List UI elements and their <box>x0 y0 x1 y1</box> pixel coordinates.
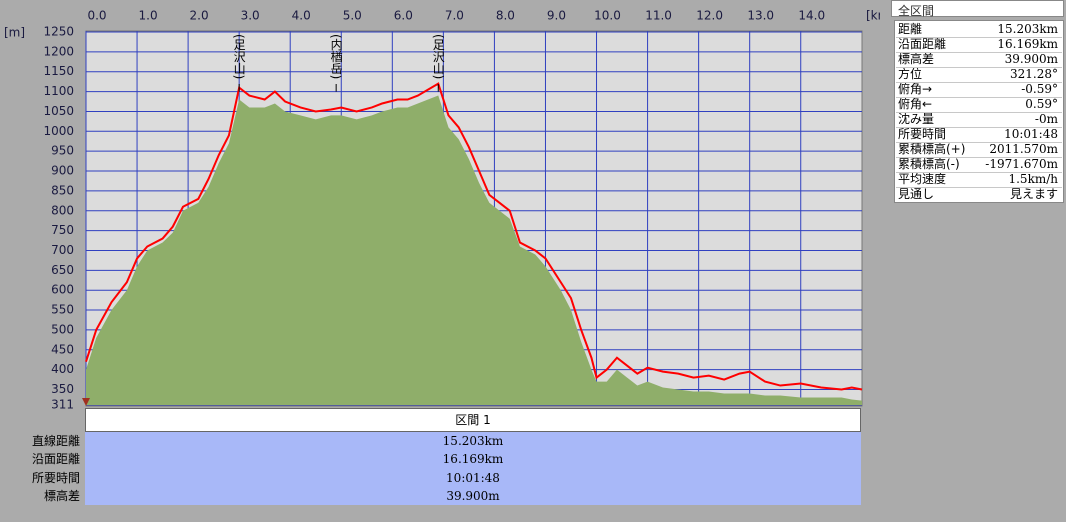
info-label: 標高差 <box>898 52 935 66</box>
x-tick-label: 14.0 <box>798 9 825 23</box>
y-tick-label: 550 <box>51 303 74 317</box>
info-value: 1.5km/h <box>1008 172 1058 186</box>
row-value: 16.169km <box>85 450 861 469</box>
info-label: 距離 <box>898 22 923 36</box>
info-value: -1971.670m <box>985 157 1058 171</box>
info-sep <box>896 52 1062 53</box>
y-unit: [m] <box>4 26 25 40</box>
info-sep <box>896 112 1062 113</box>
y-tick-label: 950 <box>51 144 74 158</box>
info-value: 2011.570m <box>989 142 1058 156</box>
x-tick-label: 2.0 <box>190 9 209 23</box>
info-value: 39.900m <box>1004 52 1058 66</box>
y-tick-label: 650 <box>51 263 74 277</box>
info-sep <box>896 187 1062 188</box>
info-label: 見通し <box>898 187 935 201</box>
row-value: 10:01:48 <box>85 468 861 487</box>
info-label: 沈み量 <box>898 112 935 126</box>
y-tick-label: 1050 <box>43 104 74 118</box>
y-tick-label: 900 <box>51 164 74 178</box>
y-tick-label: 450 <box>51 342 74 356</box>
elevation-line <box>85 82 863 391</box>
x-tick-label: 4.0 <box>292 9 311 23</box>
x-tick-label: 11.0 <box>645 9 672 23</box>
peak-label: (足沢山) <box>431 34 445 79</box>
x-tick-label: 10.0 <box>594 9 621 23</box>
y-tick-label: 800 <box>51 203 74 217</box>
info-sep <box>896 67 1062 68</box>
x-tick-label: 13.0 <box>747 9 774 23</box>
y-tick-label: 500 <box>51 322 74 336</box>
y-tick-label: 600 <box>51 283 74 297</box>
x-tick-label: 1.0 <box>139 9 158 23</box>
info-label: 方位 <box>898 67 923 81</box>
peak-label: (内楢岳) <box>329 34 343 79</box>
info-label: 累積標高(+) <box>898 142 966 156</box>
info-sep <box>896 127 1062 128</box>
x-unit: [km] <box>866 9 880 23</box>
row-label: 標高差 <box>43 488 80 503</box>
info-value: 321.28° <box>1010 67 1058 81</box>
y-tick-label: 1250 <box>43 25 74 39</box>
info-label: 沿面距離 <box>898 37 947 51</box>
info-sep <box>896 157 1062 158</box>
panel-title: 全区間 <box>891 0 1064 18</box>
info-value: 15.203km <box>997 22 1058 36</box>
x-tick-label: 7.0 <box>445 9 464 23</box>
y-tick-label: 311 <box>51 398 74 411</box>
info-sep <box>896 97 1062 98</box>
x-tick-label: 6.0 <box>394 9 413 23</box>
y-tick-label: 1100 <box>43 84 74 98</box>
y-tick-label: 850 <box>51 183 74 197</box>
info-value: 0.59° <box>1025 97 1058 111</box>
info-sep <box>896 142 1062 143</box>
info-label: 平均速度 <box>898 172 947 186</box>
row-label: 所要時間 <box>31 470 80 485</box>
x-tick-label: 9.0 <box>547 9 566 23</box>
x-tick-label: 12.0 <box>696 9 723 23</box>
chart: 311 350 400 450 500 550 600 650 700 750 800 850 900 9… <box>4 9 880 411</box>
info-value: -0m <box>1034 112 1058 126</box>
start-marker <box>82 398 90 406</box>
x-tick-label: 5.0 <box>343 9 362 23</box>
y-tick-label: 1000 <box>43 124 74 138</box>
info-value: 16.169km <box>997 37 1058 51</box>
row-label: 沿面距離 <box>31 452 80 467</box>
info-value: 10:01:48 <box>1004 127 1058 141</box>
info-label: 累積標高(-) <box>898 157 960 171</box>
row-label: 直線距離 <box>31 434 80 448</box>
y-tick-label: 400 <box>51 362 74 376</box>
info-sep <box>896 172 1062 173</box>
y-tick-label: 350 <box>51 382 74 396</box>
peak-label: (足沢山) <box>232 34 246 79</box>
info-value: -0.59° <box>1021 82 1058 96</box>
info-label: 俯角← <box>898 97 933 111</box>
row-value: 15.203km <box>85 432 861 451</box>
terrain-area <box>86 95 862 405</box>
y-tick-label: 750 <box>51 223 74 237</box>
x-tick-label: 8.0 <box>496 9 515 23</box>
row-value: 39.900m <box>85 486 861 506</box>
x-tick-label: 0.0 <box>87 9 106 23</box>
section-header: 区間 1 <box>85 408 861 432</box>
info-label: 俯角→ <box>898 82 933 96</box>
y-tick-label: 1200 <box>43 44 74 58</box>
info-label: 所要時間 <box>898 127 947 141</box>
info-sep <box>896 82 1062 83</box>
info-value: 見えます <box>1009 187 1058 201</box>
x-tick-label: 3.0 <box>241 9 260 23</box>
y-tick-label: 1150 <box>43 64 74 78</box>
y-tick-label: 700 <box>51 243 74 257</box>
info-sep <box>896 37 1062 38</box>
